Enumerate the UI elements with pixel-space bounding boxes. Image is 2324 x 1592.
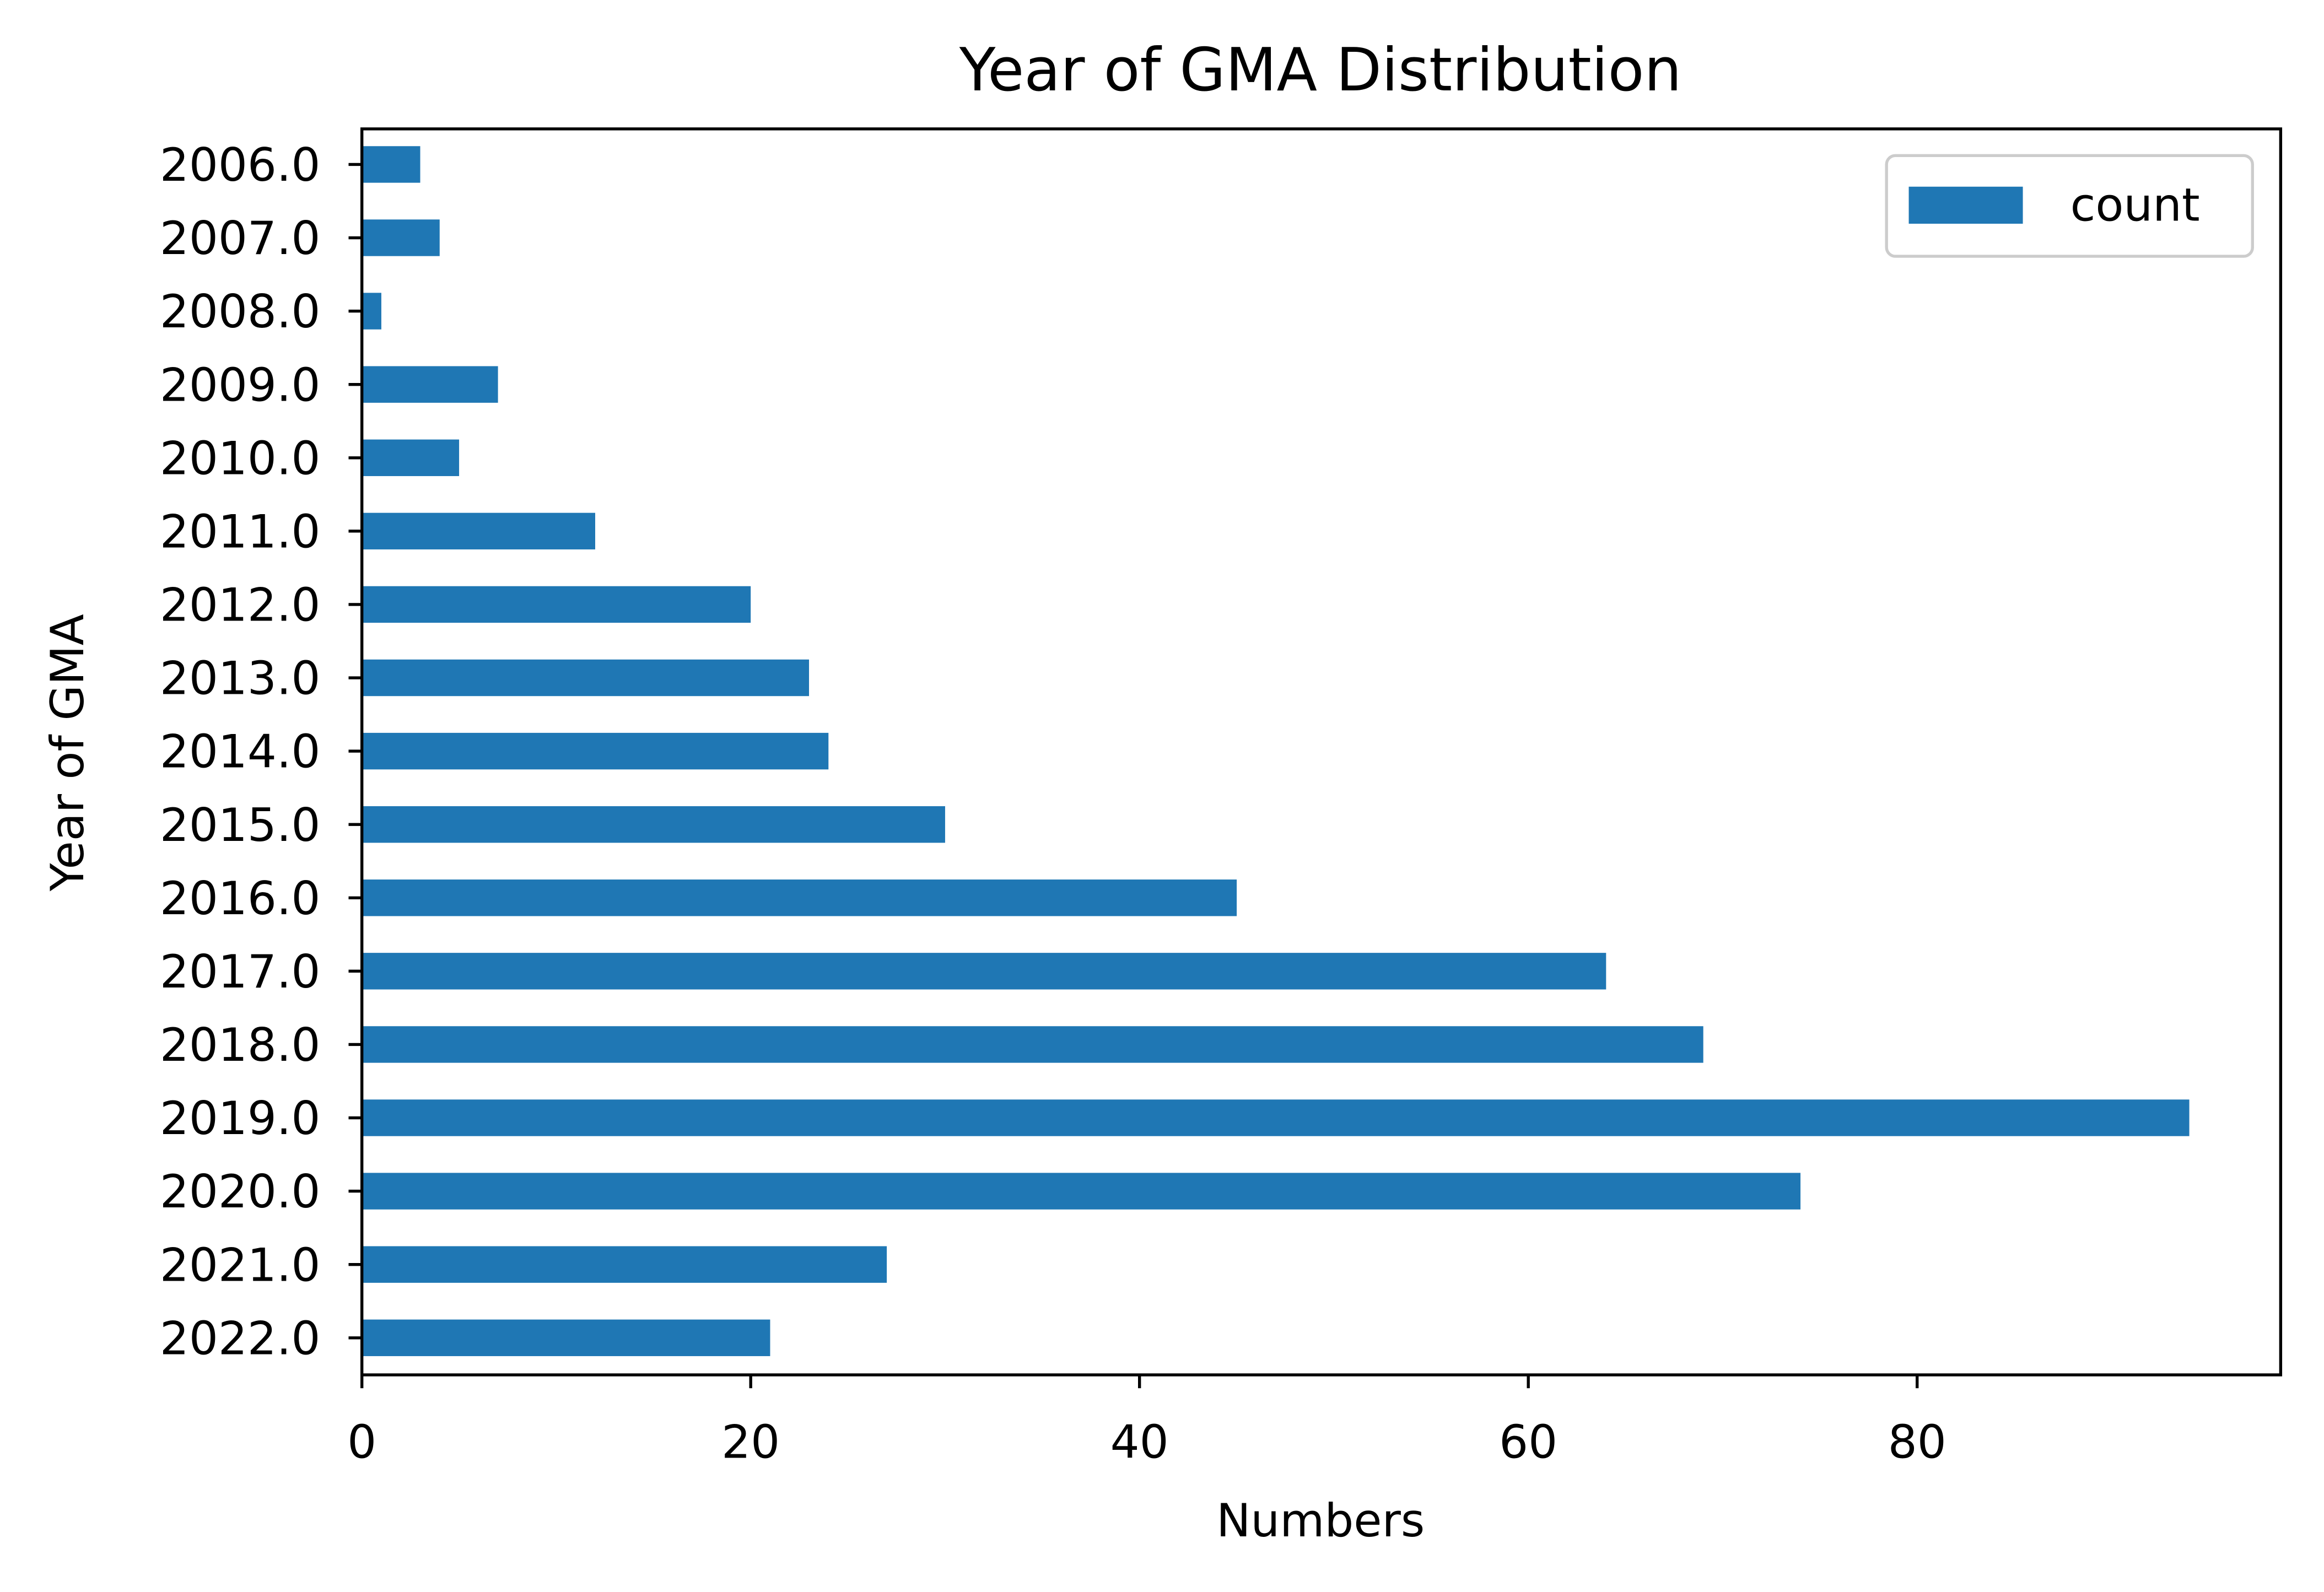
bar-2008.0 [362,293,381,330]
bar-2022.0 [362,1319,770,1356]
bar-2013.0 [362,659,810,697]
x-tick-label: 40 [1110,1416,1169,1469]
y-tick-label: 2015.0 [160,798,321,852]
x-axis-label: Numbers [1216,1494,1425,1547]
bar-2020.0 [362,1173,1801,1210]
legend: count [1885,154,2254,258]
bar-2009.0 [362,366,498,403]
y-tick-label: 2012.0 [160,579,321,632]
y-tick-label: 2014.0 [160,725,321,779]
bar-2015.0 [362,806,945,843]
x-tick-label: 0 [347,1416,376,1469]
y-tick-label: 2009.0 [160,358,321,412]
bar-2012.0 [362,586,751,623]
legend-label: count [2070,179,2200,232]
bar-2018.0 [362,1026,1703,1063]
y-tick-label: 2007.0 [160,212,321,265]
x-axis: 0 20 40 60 80 [347,1374,1946,1469]
y-tick-label: 2021.0 [160,1238,321,1292]
legend-swatch [1908,186,2023,224]
y-tick-label: 2013.0 [160,652,321,705]
bar-2007.0 [362,219,440,256]
y-tick-label: 2016.0 [160,872,321,925]
chart-title: Year of GMA Distribution [959,36,1682,105]
x-tick-label: 60 [1499,1416,1557,1469]
y-axis-label: Year of GMA [41,614,94,892]
x-tick-label: 80 [1888,1416,1946,1469]
y-tick-label: 2010.0 [160,431,321,485]
bar-2006.0 [362,146,420,183]
bar-2021.0 [362,1246,887,1283]
y-tick-label: 2017.0 [160,945,321,999]
y-tick-label: 2011.0 [160,505,321,558]
y-tick-label: 2019.0 [160,1092,321,1145]
bar-2019.0 [362,1099,2190,1136]
bar-2017.0 [362,953,1606,990]
legend-box [1885,154,2254,258]
y-tick-label: 2022.0 [160,1312,321,1365]
bar-2011.0 [362,512,595,550]
y-tick-label: 2020.0 [160,1165,321,1218]
bar-2014.0 [362,732,829,770]
y-tick-label: 2008.0 [160,285,321,338]
y-tick-label: 2006.0 [160,138,321,192]
bar-2016.0 [362,879,1237,916]
y-axis: 2006.0 2007.0 2008.0 2009.0 2010.0 2011.0 2012… [160,138,362,1365]
bar-2010.0 [362,439,460,476]
x-tick-label: 20 [721,1416,780,1469]
plot-area [362,146,2190,1356]
y-tick-label: 2018.0 [160,1018,321,1072]
